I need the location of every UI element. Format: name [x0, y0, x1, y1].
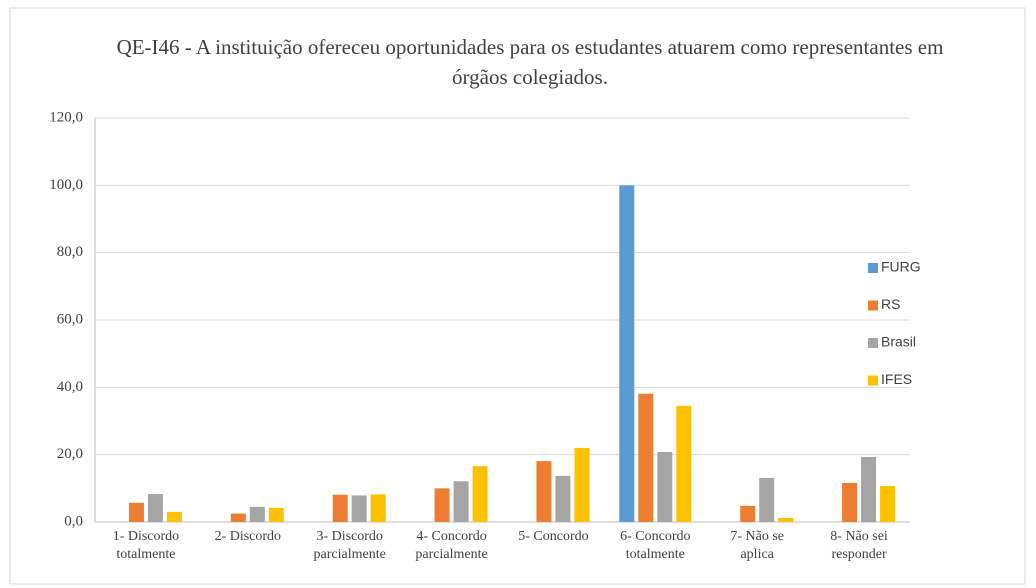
bar: [536, 461, 552, 522]
legend-label: Brasil: [881, 334, 916, 350]
legend-swatch: [868, 300, 878, 311]
bar: [147, 494, 163, 522]
legend-label: FURG: [881, 259, 921, 275]
x-tick-label: 4- Concordo parcialmente: [415, 529, 488, 562]
legend-label: RS: [881, 296, 900, 312]
bar: [128, 502, 144, 522]
x-tick-label: 5- Concordo: [518, 529, 589, 544]
bar: [638, 393, 654, 522]
x-tick-label: 8- Não sei responder: [830, 529, 888, 562]
bar: [861, 457, 877, 522]
y-tick-label: 40,0: [57, 379, 83, 395]
bar: [332, 494, 348, 522]
bar: [249, 506, 265, 522]
bar: [268, 507, 284, 522]
bar: [472, 466, 488, 522]
x-tick-label: 7- Não se aplica: [730, 529, 785, 562]
bar: [351, 495, 367, 522]
bar: [434, 488, 450, 522]
y-tick-label: 80,0: [57, 244, 83, 260]
y-tick-label: 60,0: [57, 311, 83, 327]
bar: [230, 513, 246, 522]
bar: [759, 477, 775, 522]
bar: [574, 447, 590, 522]
legend-swatch: [868, 375, 878, 386]
y-tick-label: 100,0: [49, 177, 83, 193]
bar: [880, 485, 896, 522]
bar: [676, 405, 692, 522]
bar: [778, 517, 794, 522]
legend-swatch: [868, 263, 878, 273]
bar: [740, 505, 756, 522]
bar: [657, 451, 673, 522]
y-tick-label: 20,0: [57, 446, 83, 462]
bar: [370, 494, 386, 522]
chart-title: QE-I46 - A instituição ofereceu oportuni…: [116, 35, 944, 89]
x-tick-label: 1- Discordo totalmente: [112, 529, 180, 562]
bar: [453, 481, 469, 522]
bar: [619, 185, 635, 523]
bar: [166, 511, 182, 522]
y-tick-label: 120,0: [49, 109, 83, 125]
x-tick-label: 3- Discordo parcialmente: [313, 529, 386, 562]
bar: [555, 475, 571, 522]
bar: [842, 482, 858, 522]
x-tick-label: 2- Discordo: [214, 529, 282, 544]
y-tick-label: 0,0: [64, 513, 83, 529]
legend-label: IFES: [881, 371, 912, 387]
legend-swatch: [868, 338, 878, 348]
x-tick-label: 6- Concordo totalmente: [620, 529, 691, 562]
